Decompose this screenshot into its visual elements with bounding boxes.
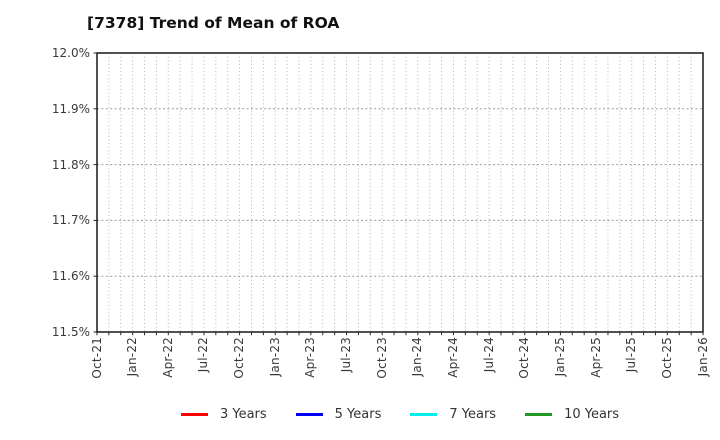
y-tick-label: 12.0% (51, 46, 90, 60)
legend-label: 7 Years (449, 406, 497, 422)
x-tick-label: Jul-23 (339, 337, 354, 373)
x-tick-label: Jan-25 (552, 337, 567, 377)
legend-item-3-years: 3 Years (180, 406, 267, 422)
legend-item-7-years: 7 Years (410, 407, 496, 422)
gridlines (97, 53, 703, 332)
y-tick-label: 11.6% (51, 269, 90, 284)
y-tick-label: 11.7% (51, 213, 90, 228)
legend-label: 5 Years (334, 406, 382, 422)
x-tick-label: Apr-25 (588, 337, 603, 378)
legend-label: 3 Years (219, 406, 267, 422)
x-tick-label: Jul-22 (196, 337, 211, 373)
x-tick-label: Jan-22 (125, 337, 140, 377)
legend-item-5-years: 5 Years (295, 406, 382, 422)
y-tick-label: 11.8% (51, 157, 90, 172)
legend-line-icon (410, 412, 438, 416)
x-tick-label: Oct-24 (517, 337, 532, 379)
plot-area (93, 52, 704, 336)
legend-line-icon (525, 412, 553, 416)
y-tick-label: 11.9% (51, 101, 90, 116)
x-tick-label: Jan-24 (410, 337, 425, 377)
y-tick-label: 11.5% (51, 325, 90, 339)
legend-item-10-years: 10 Years (525, 407, 619, 422)
axis-ticks (93, 52, 704, 336)
chart-title: [7378] Trend of Mean of ROA (87, 14, 340, 32)
x-tick-label: Oct-23 (374, 337, 389, 379)
legend: 3 Years 5 Years 7 Years 10 Years (97, 403, 703, 425)
x-tick-label: Apr-24 (445, 337, 460, 378)
x-tick-label: Jan-26 (695, 337, 710, 377)
x-tick-label: Oct-22 (232, 337, 247, 379)
plot-border (96, 52, 704, 333)
x-tick-label: Oct-21 (89, 337, 104, 379)
x-tick-label: Oct-25 (659, 337, 674, 379)
x-tick-label: Jul-25 (624, 337, 639, 373)
x-tick-label: Apr-23 (303, 337, 318, 378)
legend-line-icon (180, 412, 208, 416)
legend-label: 10 Years (564, 406, 620, 422)
x-tick-label: Jul-24 (481, 337, 496, 373)
legend-line-icon (295, 412, 323, 416)
x-tick-label: Apr-22 (160, 337, 175, 378)
x-tick-label: Jan-23 (267, 337, 282, 377)
